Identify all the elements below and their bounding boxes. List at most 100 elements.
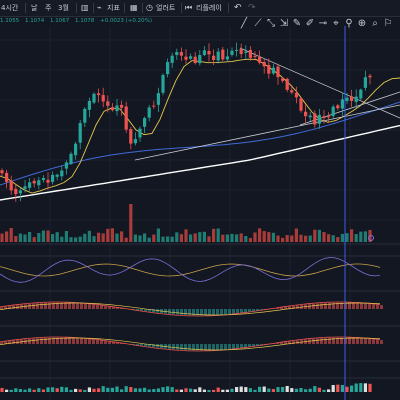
macd-signal-line [0,337,381,351]
interval-selector[interactable]: 4시간 [1,4,19,12]
volume-bar [0,233,4,242]
macd-histogram-bar [220,309,223,315]
macd-histogram-bar [208,344,211,351]
histogram-bar [276,387,280,392]
histogram-bar [46,387,50,392]
macd-histogram-bar [224,344,227,350]
macd-histogram-bar [224,309,227,315]
macd-histogram-bar [24,339,27,344]
volume-bar [106,228,110,242]
macd-histogram-bar [144,309,147,312]
trend-angle-icon[interactable]: ⟋ [254,18,262,29]
ohlc-legend: 1.1055 1.1074 1.1067 1.1078 +0.0023 (+0.… [0,17,156,26]
histogram-bar [230,388,234,392]
line-tool-icon[interactable]: ╱ [240,18,248,29]
macd-histogram-bar [48,302,51,309]
volume-bar [87,230,91,242]
alert-clock-icon[interactable]: ◷ [146,3,153,12]
macd-pane-2 [0,336,383,352]
candle-up [69,153,73,164]
macd-histogram-bar [292,305,295,309]
macd-histogram-bar [60,337,63,344]
text-tool-icon[interactable]: ⊸ [318,18,328,29]
candle-up [37,180,41,186]
candle-down [294,92,298,98]
candle-down [290,90,294,93]
macd-histogram-bar [368,303,371,309]
macd-histogram-bar [176,344,179,350]
histogram-bar [317,387,321,392]
macd-histogram-bar [296,340,299,344]
macd-histogram-bar [60,302,63,309]
magnet-icon[interactable]: ⚐ [383,18,393,29]
indicators-icon[interactable]: ⌁ [97,3,102,12]
volume-bar [189,234,193,242]
histogram-bar [212,389,216,392]
indicators-button[interactable]: 지표 [107,4,120,12]
histogram-bar [101,386,105,392]
histogram-bar [207,389,211,392]
pencil-icon[interactable]: ✎ [292,18,302,29]
macd-histogram-bar [324,338,327,344]
ruler-icon[interactable]: ⊕ [357,18,367,29]
volume-bar [41,230,45,242]
chart-grid [0,26,400,400]
chart-type-icon[interactable]: ▥ [81,3,89,12]
histogram-bar [225,389,229,392]
compare-month-button[interactable]: 3월 [58,4,69,12]
macd-histogram-bar [92,339,95,344]
macd-histogram-bar [32,303,35,309]
measure-icon[interactable]: ⇲ [279,18,289,29]
shapes-icon[interactable]: ✐ [305,18,315,29]
macd-histogram-bar [356,303,359,309]
volume-bar [124,237,128,242]
macd-histogram-bar [84,303,87,309]
redo-button[interactable]: ↷ [248,3,256,13]
volume-bar [340,233,344,242]
replay-icon[interactable]: ⏮ [185,3,193,12]
histogram-bar [14,388,18,392]
macd-histogram-bar [340,302,343,309]
fib-icon[interactable]: ⌖ [333,18,339,29]
compare-week-button[interactable]: 주 [45,4,52,12]
macd-histogram-bar [284,341,287,344]
histogram-bar [253,389,257,392]
pattern-icon[interactable]: ⚲ [345,18,353,29]
macd-histogram-bar [372,304,375,309]
volume-bar [290,235,294,242]
macd-histogram-bar [36,338,39,344]
cursor-icon[interactable]: ⤡ [267,18,275,29]
candle-up [92,93,96,103]
alerts-button[interactable]: 얼러트 [156,4,176,12]
volume-bar [202,231,206,242]
replay-button[interactable]: 리플레이 [196,4,222,12]
histogram-bar [9,389,13,392]
macd-histogram-bar [40,303,43,309]
candle-down [106,101,110,106]
macd-histogram-bar [248,309,251,312]
oscillator-pane-1 [0,257,381,283]
compare-day-button[interactable]: 날 [31,4,38,12]
macd-histogram-bar [260,309,263,311]
templates-icon[interactable]: ▦ [130,3,138,12]
histogram-bar [248,388,252,392]
volume-bar [350,229,354,242]
candle-up [189,56,193,59]
macd-histogram-bar [140,344,143,346]
histogram-bar [161,387,165,392]
crosshair-vertical [344,26,374,400]
volume-bar [179,234,183,242]
macd-histogram-bar [248,344,251,347]
candle-down [336,105,340,109]
volume-bar [308,235,312,242]
candle-up [170,55,174,63]
macd-histogram-bar [204,344,207,351]
undo-button[interactable]: ↶ [234,3,242,13]
histogram-bar [304,389,308,392]
histogram-bar [23,389,27,392]
volume-bar [221,234,225,242]
zoom-icon[interactable]: ⌕ [372,18,378,29]
volume-bar [138,235,142,242]
